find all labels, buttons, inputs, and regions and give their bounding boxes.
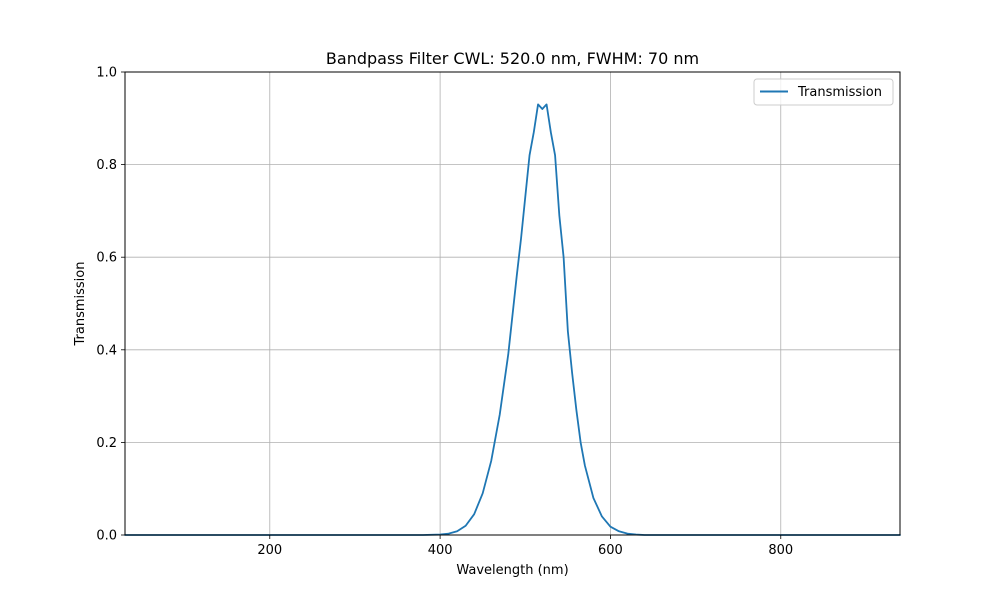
y-axis-label: Transmission [73, 262, 88, 347]
y-tick-label: 0.8 [96, 158, 117, 173]
axis-ticks: 200 400 600 800 0.0 0.2 0.4 0.6 0.8 1.0 [96, 66, 793, 559]
y-tick-label: 0.2 [96, 436, 117, 451]
y-tick-label: 0.4 [96, 343, 117, 358]
x-tick-label: 400 [428, 543, 453, 558]
legend-label-transmission: Transmission [797, 85, 882, 100]
y-tick-label: 1.0 [96, 66, 117, 81]
x-tick-label: 800 [768, 543, 793, 558]
grid-lines [125, 72, 900, 535]
y-tick-label: 0.6 [96, 251, 117, 266]
legend: Transmission [753, 78, 894, 106]
y-tick-label: 0.0 [96, 529, 117, 544]
x-tick-label: 600 [598, 543, 623, 558]
plot-area-frame [124, 71, 901, 536]
series-line-transmission [124, 103, 901, 536]
chart-title: Bandpass Filter CWL: 520.0 nm, FWHM: 70 … [326, 49, 699, 68]
legend-box [753, 78, 894, 106]
series-layer [124, 103, 901, 536]
x-axis-label: Wavelength (nm) [456, 563, 568, 578]
x-tick-label: 200 [257, 543, 282, 558]
